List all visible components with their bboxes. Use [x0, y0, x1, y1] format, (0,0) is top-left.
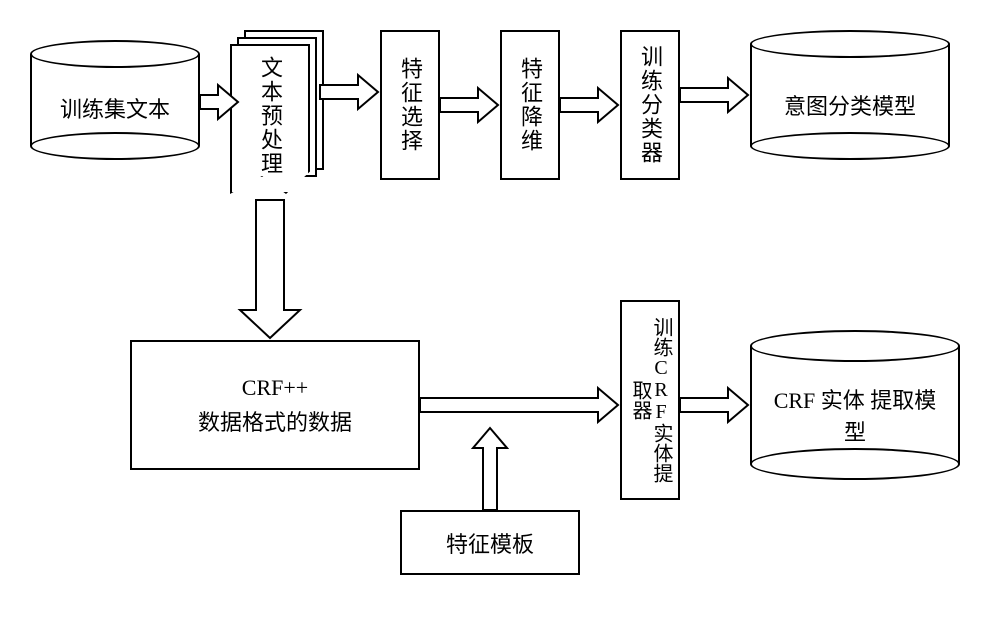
feat-template-label: 特征模板 — [446, 527, 534, 559]
crf-data-label: CRF++ 数据格式的数据 — [198, 370, 352, 440]
arrow-7 — [420, 388, 618, 422]
crf-data-node: CRF++ 数据格式的数据 — [130, 340, 420, 470]
preprocess-docstack: 文本预处理 — [230, 30, 340, 200]
arrow-8 — [473, 428, 507, 510]
intent-model-label: 意图分类模型 — [784, 89, 916, 121]
arrow-6 — [240, 200, 300, 338]
train-classifier-node: 训练分类器 — [620, 30, 680, 180]
crf-model-cylinder: CRF 实体 提取模型 — [750, 330, 960, 480]
preprocess-label: 文本预处理 — [254, 56, 286, 176]
feat-select-label: 特征选择 — [394, 57, 426, 153]
intent-model-cylinder: 意图分类模型 — [750, 30, 950, 160]
feat-reduce-node: 特征降维 — [500, 30, 560, 180]
feat-template-node: 特征模板 — [400, 510, 580, 575]
train-text-cylinder: 训练集文本 — [30, 40, 200, 160]
feat-reduce-label: 特征降维 — [514, 57, 546, 153]
arrow-5 — [680, 78, 748, 112]
train-crf-label: 训练CRF实体提取器 — [629, 308, 671, 492]
arrow-9 — [680, 388, 748, 422]
train-text-label: 训练集文本 — [60, 92, 170, 124]
arrow-3 — [440, 88, 498, 122]
train-classifier-label: 训练分类器 — [634, 45, 666, 165]
feat-select-node: 特征选择 — [380, 30, 440, 180]
crf-model-label: CRF 实体 提取模型 — [768, 383, 942, 447]
train-crf-node: 训练CRF实体提取器 — [620, 300, 680, 500]
arrow-4 — [560, 88, 618, 122]
